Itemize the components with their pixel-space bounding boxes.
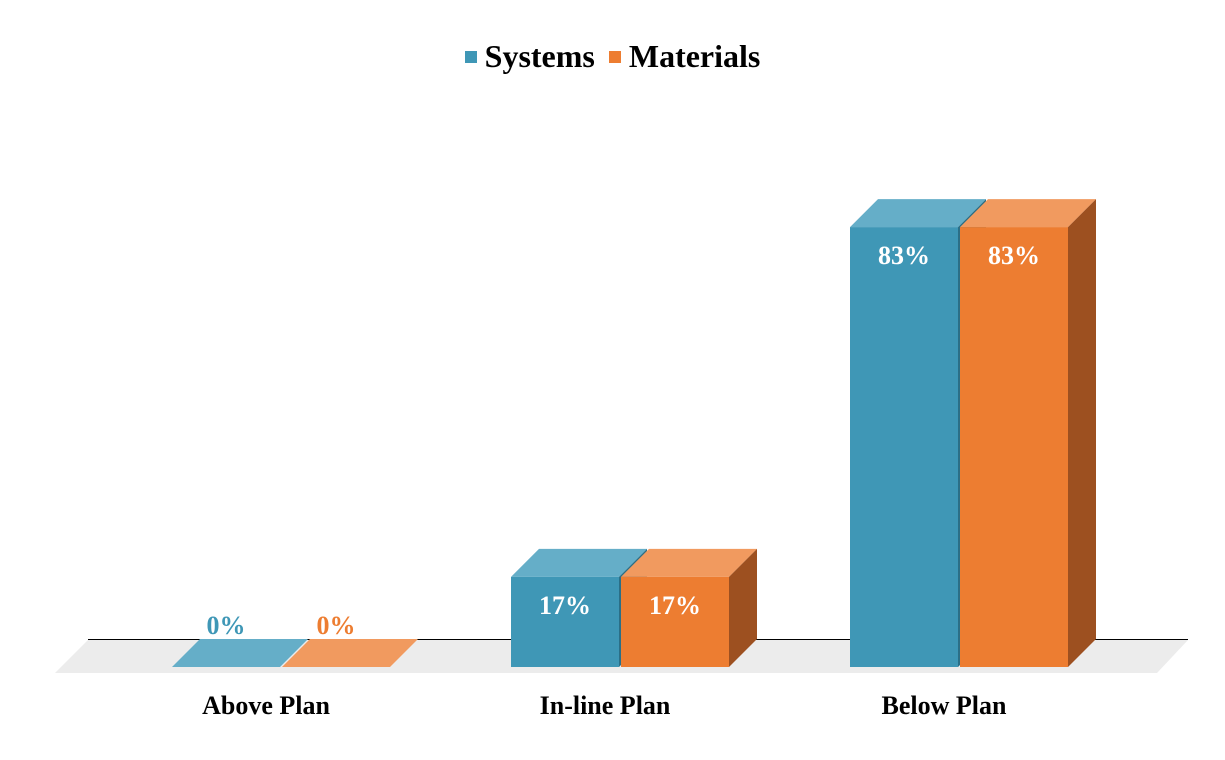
- category-label-below-plan: Below Plan: [882, 691, 1007, 720]
- data-label-materials-below-plan: 83%: [988, 241, 1040, 270]
- bar-systems-in-line-plan: [511, 576, 619, 667]
- legend-swatch-materials: [608, 50, 621, 63]
- legend-label-systems: Systems: [484, 38, 595, 74]
- bar-top-systems-below-plan: [850, 199, 986, 228]
- category-label-in-line-plan: In-line Plan: [540, 691, 671, 720]
- bar-top-systems-in-line-plan: [511, 548, 647, 577]
- legend-item-systems: Systems: [464, 38, 595, 75]
- category-label-above-plan: Above Plan: [202, 691, 330, 720]
- legend-swatch-systems: [464, 50, 477, 63]
- legend-item-materials: Materials: [608, 38, 761, 75]
- data-label-systems-above-plan: 0%: [207, 611, 246, 640]
- legend-label-materials: Materials: [628, 38, 761, 74]
- data-label-systems-below-plan: 83%: [878, 241, 930, 270]
- data-label-materials-in-line-plan: 17%: [649, 591, 701, 620]
- bar-systems-below-plan: [850, 227, 958, 667]
- bar-top-materials-above-plan: [282, 639, 418, 667]
- bar-materials-in-line-plan: [621, 576, 729, 667]
- legend: Systems Materials: [0, 38, 1225, 75]
- data-label-systems-in-line-plan: 17%: [539, 591, 591, 620]
- bar-side-materials-below-plan: [1068, 199, 1096, 667]
- bar-top-materials-in-line-plan: [621, 548, 757, 577]
- bar-top-materials-below-plan: [960, 199, 1096, 228]
- data-label-materials-above-plan: 0%: [317, 611, 356, 640]
- bar-materials-below-plan: [960, 227, 1068, 667]
- bar-side-materials-in-line-plan: [729, 548, 757, 667]
- bar-top-systems-above-plan: [172, 639, 308, 667]
